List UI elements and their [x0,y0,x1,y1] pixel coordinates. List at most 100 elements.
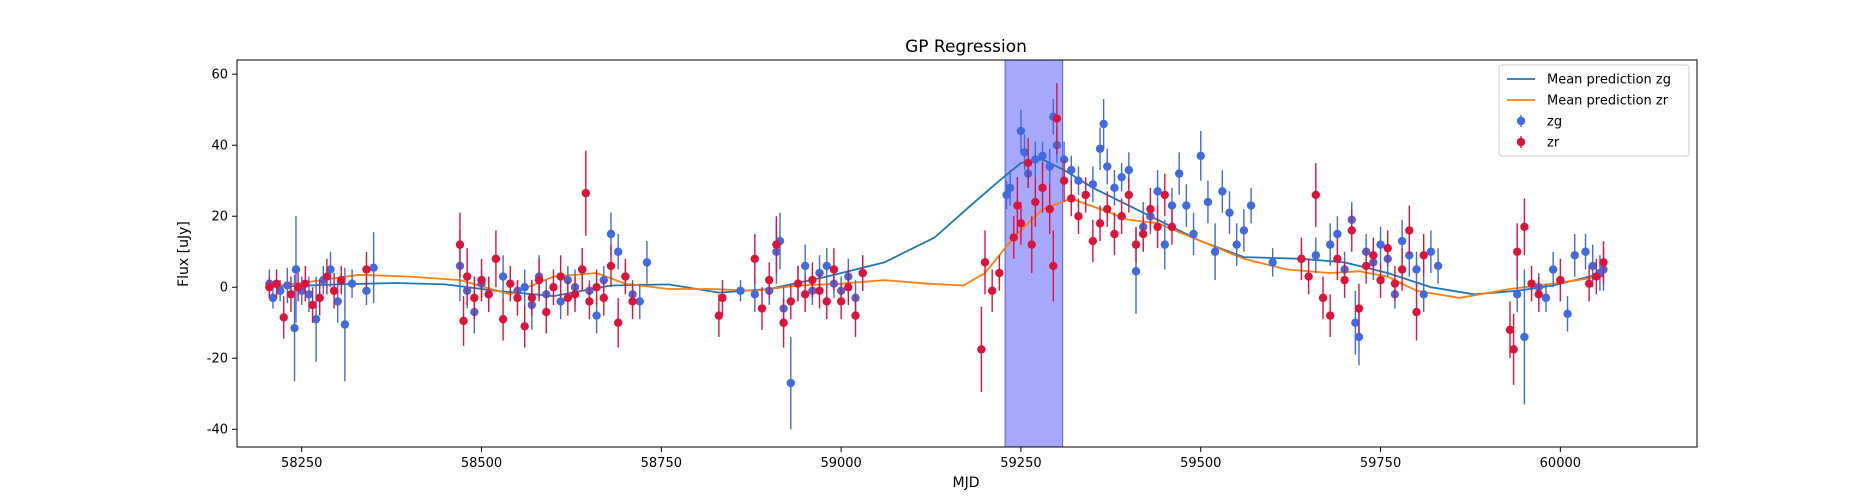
data-point-zr [987,286,997,295]
data-point-zr [829,265,839,274]
data-point-zr [513,293,522,303]
data-point-zg [333,297,342,306]
data-point-zr [542,307,551,317]
data-point-zg [1354,332,1364,342]
data-point-zr [1139,229,1148,239]
data-point-zr [477,275,486,285]
data-point-zr [484,290,493,299]
data-point-zr [1599,258,1608,267]
y-tick-label: -40 [207,423,228,438]
data-point-zr [750,254,760,264]
x-tick-label: 58750 [641,456,682,471]
data-point-zr [1074,212,1083,221]
data-point-zg [556,297,565,306]
data-point-zg [1167,201,1177,210]
data-point-zg [613,247,623,256]
data-point-zr [793,279,803,288]
data-point-zr [286,290,296,299]
data-point-zr [765,275,774,285]
data-point-zr [858,268,867,278]
data-point-zg [498,272,508,281]
data-point-zr [470,293,479,303]
data-point-zg [369,263,378,272]
data-point-zr [322,272,332,281]
data-point-zr [592,283,601,292]
data-point-zr [1297,254,1306,264]
data-point-zg [1088,180,1098,189]
data-point-zr [621,272,630,281]
data-point-zg [736,286,745,295]
data-point-zg [340,320,350,329]
x-tick-label: 58500 [461,456,502,471]
data-point-zr [844,283,853,292]
data-point-zg [1268,258,1277,267]
data-point-zr [1354,304,1364,313]
data-point-zg [1174,169,1184,178]
x-tick-label: 60000 [1540,456,1581,471]
data-point-zr [1397,265,1407,274]
legend-marker-swatch [1516,116,1526,126]
data-point-zg [283,281,292,290]
data-point-zg [606,229,616,239]
data-point-zr [606,261,616,271]
legend-entry-label: Mean prediction zg [1547,73,1671,88]
data-point-zr [1013,201,1022,210]
data-point-zg [275,286,285,295]
data-point-zg [1512,290,1522,299]
data-point-zg [1095,144,1105,153]
axes-frame [236,59,1698,448]
data-point-zg [1016,126,1026,136]
y-tick-label: 20 [211,210,228,225]
plot-inner [265,60,1608,447]
data-point-zg [1326,240,1335,249]
x-tick-label: 59250 [1000,456,1041,471]
data-point-zr [1318,293,1328,303]
y-tick-label: 60 [211,68,228,83]
data-point-zg [1232,240,1241,249]
data-point-zr [1505,325,1515,335]
data-point-zr [1376,275,1385,285]
data-point-zg [1020,148,1029,157]
data-point-zr [1369,251,1378,260]
data-point-zg [1074,176,1083,185]
data-point-zr [1031,197,1040,207]
legend-marker-swatch [1516,137,1526,147]
data-point-zr [506,279,515,288]
data-point-zr [714,311,724,320]
data-point-zg [1182,201,1191,210]
data-point-zr [1167,222,1177,232]
data-point-zr [779,318,788,327]
data-point-zr [822,297,831,306]
data-point-zr [1520,222,1529,232]
data-point-zg [592,311,601,320]
data-point-zr [1067,194,1076,203]
data-point-zg [362,286,371,295]
data-point-zr [578,265,587,274]
data-point-zg [1548,265,1558,274]
data-point-zr [613,318,623,327]
data-point-zr [1009,233,1018,242]
x-tick-label: 59750 [1360,456,1401,471]
data-point-zr [455,240,465,249]
data-point-zr [1023,158,1033,168]
data-point-zg [786,378,795,388]
data-point-zg [1581,247,1590,256]
data-point-zr [718,293,727,303]
x-tick-label: 59000 [820,456,861,471]
data-point-zg [1570,251,1579,260]
data-point-zg [1124,165,1134,175]
data-point-zr [851,311,860,320]
data-point-zr [459,316,468,326]
data-point-zg [1196,151,1205,161]
data-point-zr [556,272,565,281]
data-point-zr [265,283,274,292]
data-point-zr [1361,261,1371,271]
data-point-zg [1397,236,1407,246]
data-point-zg [800,261,810,271]
series-zr [265,83,1608,392]
data-point-zr [520,322,529,331]
data-point-zr [1117,212,1126,221]
data-point-zg [1117,172,1126,182]
data-point-zg [1351,318,1360,327]
data-point-zr [1059,176,1069,185]
